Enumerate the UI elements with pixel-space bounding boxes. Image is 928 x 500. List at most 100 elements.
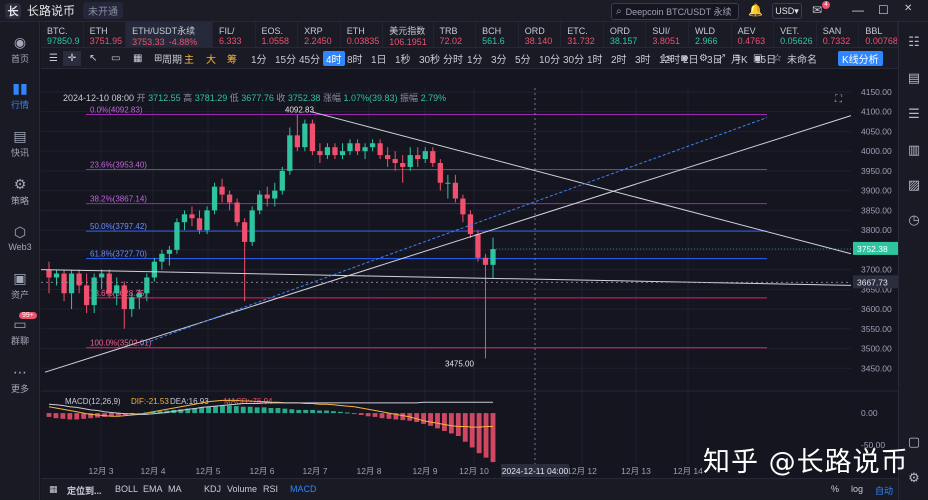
- ticker-item[interactable]: BTC. 97850.9: [41, 22, 84, 47]
- ticker-item[interactable]: VET. 0.05626: [774, 22, 817, 47]
- tool-2[interactable]: 筹: [227, 55, 237, 66]
- grid-icon[interactable]: ▦: [133, 53, 143, 64]
- picture-icon[interactable]: ⊞: [154, 53, 163, 64]
- ticker-item[interactable]: TRB 72.02: [434, 22, 477, 47]
- timeframe-0[interactable]: 1分: [251, 55, 267, 66]
- timeframe-12[interactable]: 10分: [539, 55, 561, 66]
- tool-0[interactable]: 主: [184, 55, 194, 66]
- ticker-item[interactable]: ORD 38.157: [604, 22, 647, 47]
- timeframe-20[interactable]: 月K: [731, 55, 748, 66]
- timeframe-7[interactable]: 30秒: [419, 55, 441, 66]
- trendline[interactable]: [44, 115, 852, 373]
- indicator-ma[interactable]: MA: [168, 484, 182, 494]
- list-icon[interactable]: ☰: [908, 106, 920, 121]
- ticker-item[interactable]: ORD 38.140: [519, 22, 562, 47]
- percent-toggle[interactable]: %: [831, 484, 840, 494]
- cursor-icon[interactable]: ↖: [89, 53, 98, 64]
- star-icon[interactable]: ☆: [773, 53, 782, 64]
- timeframe-5[interactable]: 1日: [371, 55, 387, 66]
- ticker-item[interactable]: XRP 2.2450: [298, 22, 341, 47]
- fullscreen-icon[interactable]: ⛶: [834, 94, 843, 105]
- timeframe-10[interactable]: 3分: [491, 55, 507, 66]
- indicator-kdj[interactable]: KDJ: [204, 484, 222, 494]
- timeframe-14[interactable]: 1时: [587, 55, 603, 66]
- ticker-item[interactable]: BCH 561.6: [476, 22, 519, 47]
- clock-icon[interactable]: ◷: [908, 212, 920, 227]
- bell-icon[interactable]: 🔔: [748, 3, 763, 17]
- timeframe-9[interactable]: 1分: [467, 55, 483, 66]
- timeframe-11[interactable]: 5分: [515, 55, 531, 66]
- expand-icon[interactable]: ⤢: [717, 53, 725, 64]
- timeframe-13[interactable]: 30分: [563, 55, 585, 66]
- sliders-icon[interactable]: ≡: [735, 53, 741, 64]
- ticker-item[interactable]: FIL/6.333: [213, 22, 256, 47]
- search-input[interactable]: ⌕ Deepcoin BTC/USDT 永续: [611, 3, 739, 20]
- timeframe-18[interactable]: 2日: [683, 55, 699, 66]
- ticker-item[interactable]: ETH 3751.95: [84, 22, 127, 47]
- sidebar-item-chat[interactable]: ▭ 99+ 群聊: [0, 312, 40, 347]
- mail-icon[interactable]: ✉: [812, 3, 823, 17]
- timeframe-21[interactable]: 15日: [755, 55, 777, 66]
- indicator-boll[interactable]: BOLL: [115, 484, 139, 494]
- ticker-item[interactable]: EOS. 1.0558: [256, 22, 299, 47]
- ticker-item[interactable]: BBL 0.00768: [859, 22, 898, 47]
- timeframe-19[interactable]: 3日: [707, 55, 723, 66]
- timeframe-4[interactable]: 8时: [347, 55, 363, 66]
- indicator-ema[interactable]: EMA: [143, 484, 163, 494]
- ticker-item[interactable]: ETH 0.03835: [341, 22, 384, 47]
- period-label[interactable]: 周期: [162, 55, 182, 66]
- calendar-icon[interactable]: ▦: [49, 484, 58, 494]
- rectangle-icon[interactable]: ▭: [111, 53, 121, 64]
- connection-status-badge[interactable]: 未开通: [83, 2, 124, 19]
- indicator-rsi[interactable]: RSI: [263, 484, 279, 494]
- indicator-macd[interactable]: MACD: [290, 484, 317, 494]
- settings-icon[interactable]: ⚙: [699, 53, 708, 64]
- layout-icon[interactable]: ▣: [753, 53, 763, 64]
- sidebar-item-more[interactable]: ⋯ 更多: [0, 364, 40, 395]
- crosshair-icon[interactable]: ✛: [63, 51, 81, 66]
- ticker-item[interactable]: AEV 0.4763: [732, 22, 775, 47]
- sidebar-item-wallet[interactable]: ▣ 资产: [0, 270, 40, 301]
- settings-icon[interactable]: ⚙: [908, 470, 920, 485]
- auto-toggle[interactable]: 自动: [875, 486, 894, 496]
- document-icon[interactable]: ▤: [907, 70, 921, 85]
- sidebar-item-market[interactable]: ▮▮ 行情: [0, 80, 40, 111]
- timeframe-6[interactable]: 1秒: [395, 55, 411, 66]
- ticker-item[interactable]: ETC. 31.732: [561, 22, 604, 47]
- sidebar-item-web3[interactable]: ⬡ Web3: [0, 224, 40, 252]
- sidebar-item-news[interactable]: ▤ 快讯: [0, 128, 40, 159]
- close-icon[interactable]: ✕: [904, 3, 913, 14]
- interval-1s[interactable]: 1s: [661, 53, 672, 64]
- trendline[interactable]: [310, 111, 852, 255]
- trendline[interactable]: [140, 117, 768, 346]
- timeframe-17[interactable]: 12时: [659, 55, 681, 66]
- timeframe-2[interactable]: 45分: [299, 55, 321, 66]
- sidebar-item-home[interactable]: ◉ 首页: [0, 34, 40, 65]
- ticker-item[interactable]: SAN 0.7332: [817, 22, 860, 47]
- layout-icon[interactable]: ☷: [908, 34, 920, 49]
- menu-icon[interactable]: ☰: [49, 53, 58, 64]
- book-icon[interactable]: ▥: [907, 142, 921, 157]
- timeframe-16[interactable]: 3时: [635, 55, 651, 66]
- chart-icon[interactable]: ▨: [907, 177, 921, 192]
- indicator-volume[interactable]: Volume: [227, 484, 258, 494]
- chat-bubble-icon[interactable]: ▢: [907, 434, 921, 449]
- sidebar-item-strategy[interactable]: ⚙ 策略: [0, 176, 40, 207]
- kline-analysis-button[interactable]: K线分析: [838, 51, 883, 66]
- timeframe-1[interactable]: 15分: [275, 55, 297, 66]
- trendline[interactable]: [41, 269, 852, 286]
- minimize-icon[interactable]: —: [852, 3, 864, 17]
- ticker-item[interactable]: ETH/USDT永续 3753.33 -4.88%: [126, 22, 213, 47]
- currency-select[interactable]: USD ▾: [772, 3, 802, 19]
- locate-button[interactable]: 定位到...: [67, 486, 102, 496]
- ticker-item[interactable]: WLD 2.966: [689, 22, 732, 47]
- ticker-item[interactable]: SUI/3.8051: [646, 22, 689, 47]
- timeframe-15[interactable]: 2时: [611, 55, 627, 66]
- log-toggle[interactable]: log: [851, 484, 864, 494]
- timeframe-8[interactable]: 分时: [443, 55, 463, 66]
- camera-icon[interactable]: ◙: [681, 53, 688, 64]
- maximize-icon[interactable]: ☐: [878, 3, 889, 17]
- timeframe-3[interactable]: 4时: [323, 51, 345, 66]
- price-chart[interactable]: 4150.00 4100.00 4050.00 4000.00 3950.00 3900.…: [41, 88, 898, 478]
- ticker-item[interactable]: 美元指数 106.1951: [383, 22, 434, 47]
